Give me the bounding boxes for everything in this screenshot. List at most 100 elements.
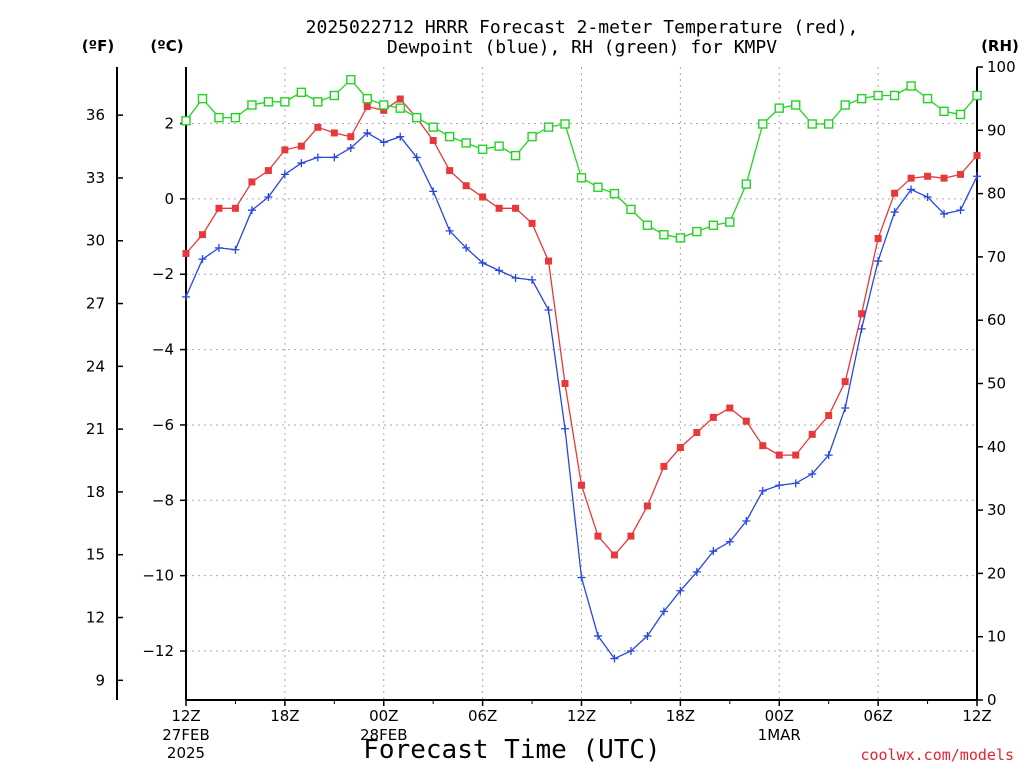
dewpoint-point (198, 255, 207, 264)
rh-point (692, 226, 702, 237)
dewpoint-point (247, 206, 256, 215)
rh-point (296, 87, 307, 98)
rh-point (906, 81, 916, 91)
dewpoint-point (313, 153, 322, 162)
rh-point (972, 90, 982, 101)
rh-point (593, 182, 603, 192)
dewpoint-point (182, 292, 190, 301)
temperature-point (314, 123, 322, 131)
temperature-point (825, 412, 833, 420)
rh-point (922, 93, 933, 104)
celsius-tick-label: −12 (142, 642, 174, 660)
temperature-point (512, 204, 520, 212)
temperature-point (726, 404, 734, 412)
x-tick-label: 12Z (567, 707, 596, 725)
dewpoint-point (791, 479, 800, 488)
rh-tick-label: 30 (987, 501, 1006, 519)
temperature-point (297, 142, 305, 150)
rh-point (725, 217, 735, 227)
x-tick-label: 12Z (171, 707, 200, 725)
dewpoint-point (478, 258, 487, 267)
dewpoint-point (280, 170, 289, 179)
rh-point (840, 100, 850, 110)
rh-point (197, 93, 208, 104)
chart-title-line1: 2025022712 HRRR Forecast 2-meter Tempera… (306, 17, 859, 38)
temperature-point (693, 428, 701, 436)
dewpoint-point (725, 537, 734, 546)
rh-point (181, 116, 191, 126)
temperature-point (594, 532, 602, 540)
temperature-point (808, 430, 816, 438)
rh-point (247, 100, 257, 110)
x-tick-year-label: 2025 (167, 744, 205, 762)
dewpoint-point (544, 306, 553, 315)
rh-point (510, 150, 521, 161)
dewpoint-point (214, 243, 223, 252)
x-tick-date-label: 1MAR (758, 726, 801, 744)
dewpoint-point (379, 138, 388, 147)
rh-point (412, 112, 422, 123)
rh-point (856, 93, 867, 104)
rh-point (675, 233, 686, 243)
fahrenheit-tick-label: 12 (86, 609, 105, 627)
dewpoint-point (429, 187, 438, 196)
fahrenheit-tick-label: 9 (95, 671, 105, 689)
dewpoint-point (231, 245, 240, 254)
axes (116, 66, 983, 706)
dewpoint-point (808, 469, 817, 478)
fahrenheit-tick-label: 15 (86, 546, 105, 564)
celsius-tick-label: −8 (152, 491, 174, 509)
x-tick-label: 18Z (666, 707, 695, 725)
dewpoint-point (412, 153, 421, 162)
celsius-tick-label: −2 (152, 265, 174, 283)
temperature-point (396, 95, 404, 103)
temperature-point (610, 551, 618, 559)
temperature-point (924, 172, 932, 180)
temperature-point (462, 182, 470, 190)
dewpoint-point (775, 481, 784, 490)
dewpoint-point (593, 631, 602, 640)
rh-tick-label: 20 (987, 564, 1006, 582)
rh-tick-label: 100 (987, 58, 1016, 76)
rh-point (280, 97, 290, 107)
temperature-point (561, 380, 569, 387)
x-axis-title: Forecast Time (UTC) (363, 735, 660, 765)
rh-point (313, 97, 323, 107)
rh-point (527, 131, 537, 142)
temperature-point (446, 167, 454, 175)
x-tick-date-label: 28FEB (360, 726, 407, 744)
temperature-point (264, 167, 272, 175)
temperature-point (759, 442, 767, 450)
dewpoint-point (643, 631, 652, 640)
temperature-point (429, 136, 437, 144)
dewpoint-series (182, 128, 981, 663)
x-tick-label: 06Z (468, 707, 497, 725)
rh-point (939, 106, 949, 117)
rh-point (576, 173, 587, 183)
temperature-point (775, 451, 783, 459)
rh-point (609, 188, 620, 199)
dewpoint-point (610, 654, 619, 663)
dewpoint-point (956, 206, 965, 215)
rh-point (626, 204, 636, 215)
temperature-point (545, 257, 553, 265)
temperature-point (957, 170, 965, 178)
temperature-point (973, 152, 981, 160)
temperature-point (215, 204, 223, 212)
celsius-unit-label: (ºC) (150, 37, 183, 55)
rh-point (642, 220, 653, 230)
dewpoint-point (709, 547, 718, 556)
x-tick-label: 00Z (369, 707, 398, 725)
fahrenheit-tick-label: 21 (86, 420, 105, 438)
temperature-point (858, 310, 866, 318)
dewpoint-point (462, 243, 471, 252)
dewpoint-point (528, 275, 537, 284)
series (181, 74, 982, 663)
temperature-point (627, 532, 635, 540)
celsius-tick-label: −6 (152, 416, 174, 434)
temperature-point (330, 129, 338, 137)
rh-tick-label: 40 (987, 438, 1006, 456)
rh-point (395, 103, 405, 113)
fahrenheit-tick-label: 27 (86, 295, 105, 313)
dewpoint-point (396, 132, 405, 141)
